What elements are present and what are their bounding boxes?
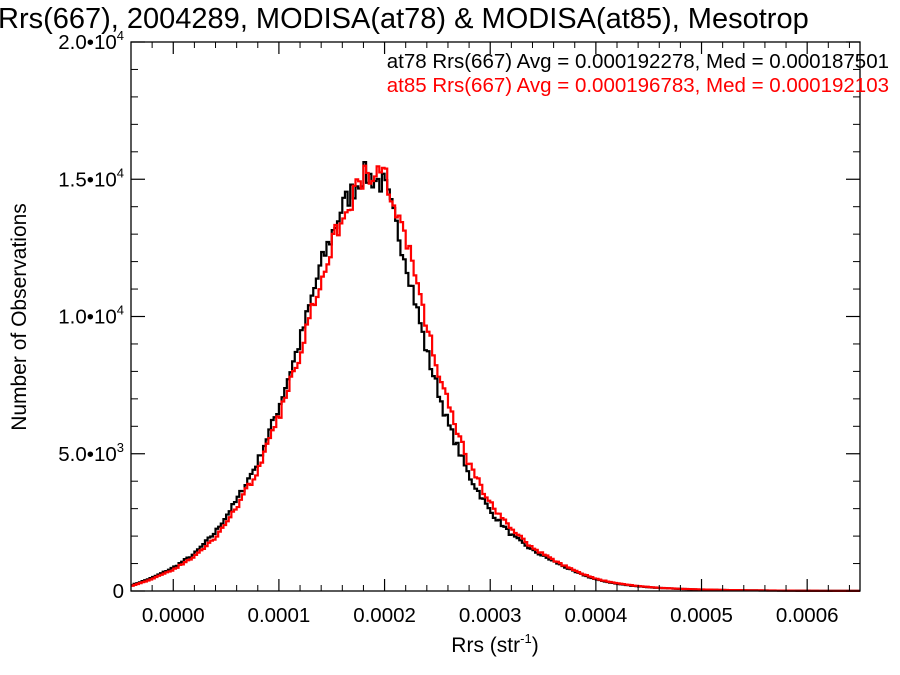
ticks-layer: 0.0000 0.0001 0.0002 0.0003 0.0004 0.0005 0.00… (58, 28, 860, 627)
chart-title-text: Rrs(667), 2004289, MODISA(at78) & MODISA… (0, 3, 809, 35)
y-axis-label: Number of Observations (8, 203, 31, 431)
axis-labels: Rrs (str-1) Number of Observations (8, 203, 539, 657)
series-layer (131, 160, 860, 593)
y-tick-label: 5.0•103 (58, 440, 124, 466)
series-at78-histogram (131, 160, 860, 593)
y-tick-label: 1.5•104 (58, 165, 124, 191)
x-axis-label: Rrs (str-1) (451, 631, 538, 657)
x-tick-label: 0.0002 (353, 604, 416, 627)
y-tick-label: 1.0•104 (58, 303, 124, 329)
legend-stat-at78: at78 Rrs(667) Avg = 0.000192278, Med = 0… (387, 50, 889, 73)
series-at85-histogram (131, 164, 860, 593)
x-tick-label: 0.0001 (248, 604, 311, 627)
x-tick-label: 0.0003 (459, 604, 522, 627)
x-tick-label: 0.0006 (776, 604, 839, 627)
x-tick-label: 0.0000 (142, 604, 205, 627)
y-tick-label: 0 (113, 580, 124, 603)
x-tick-label: 0.0004 (565, 604, 628, 627)
y-tick-label: 2.0•104 (58, 28, 124, 54)
chart-title: Rrs(667), 2004289, MODISA(at78) & MODISA… (0, 3, 809, 35)
x-tick-label: 0.0005 (670, 604, 733, 627)
legend-stat-at85: at85 Rrs(667) Avg = 0.000196783, Med = 0… (387, 74, 889, 97)
legend: at78 Rrs(667) Avg = 0.000192278, Med = 0… (387, 50, 889, 97)
